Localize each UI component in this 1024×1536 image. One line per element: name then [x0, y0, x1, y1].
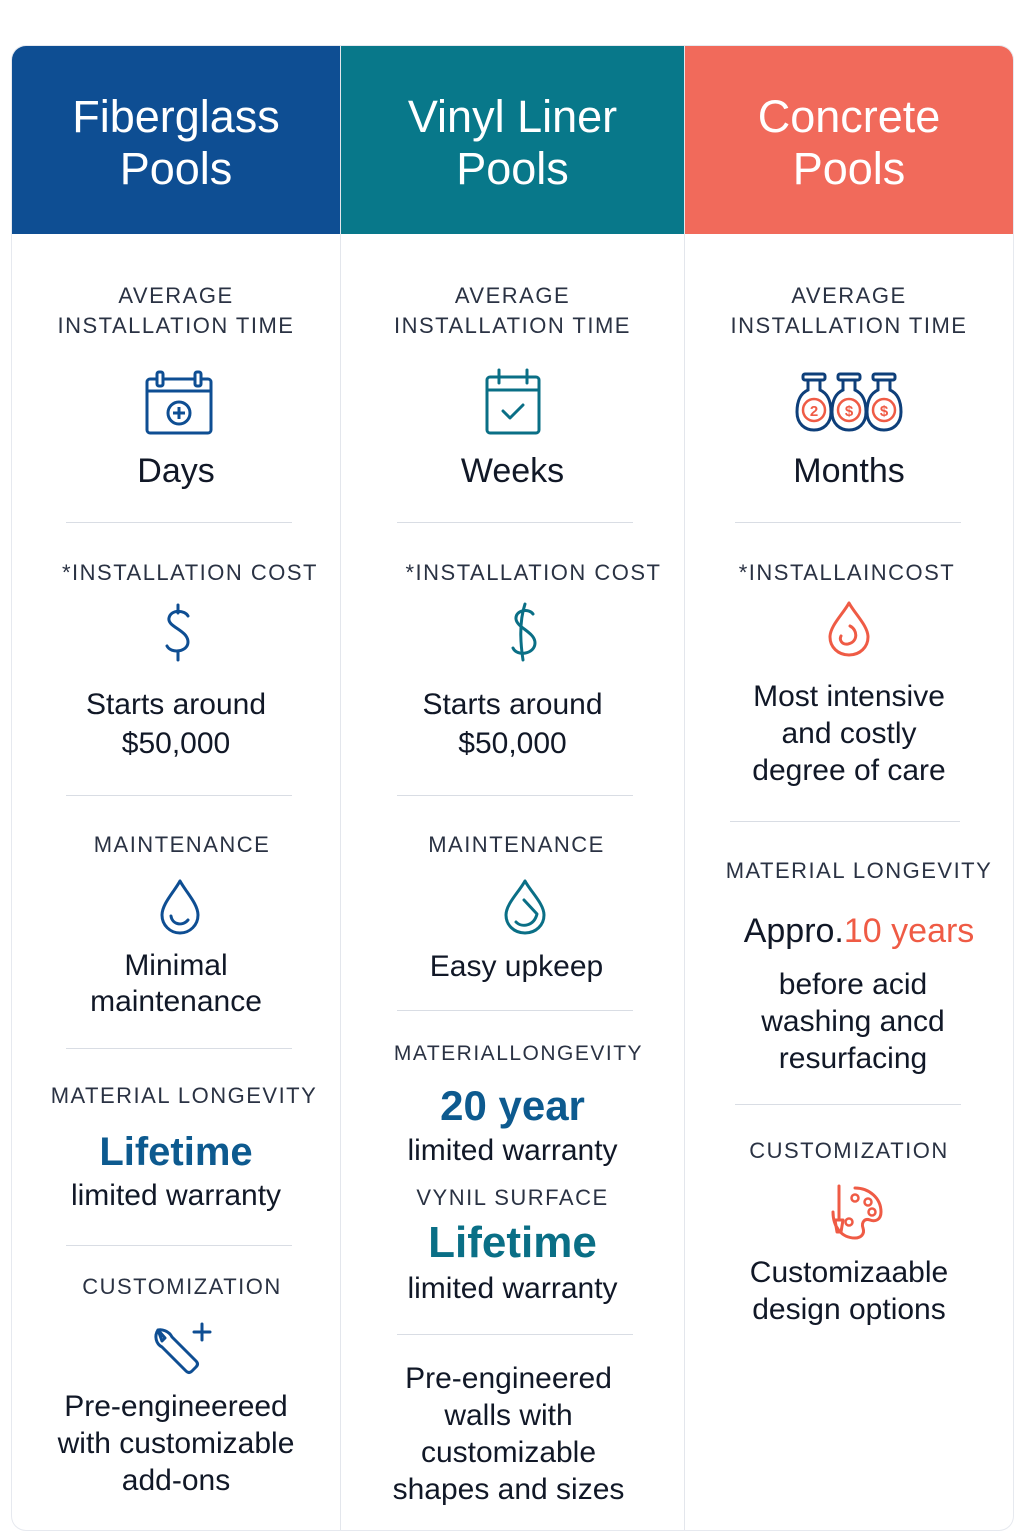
- column-vinyl-liner: Vinyl Liner Pools AVERAGE INSTALLATION T…: [340, 46, 685, 1530]
- customization-value: Pre-engineered walls with customizable s…: [392, 1362, 625, 1506]
- longevity-label: MATERIAL LONGEVITY: [725, 858, 993, 883]
- longevity-headline: Appro.10 years: [695, 912, 1013, 951]
- longevity-label: MATERIAL LONGEVITY: [50, 1083, 318, 1108]
- maintenance-label: MAINTENANCE: [428, 832, 605, 857]
- install-time-value: Days: [137, 452, 215, 490]
- divider: [66, 795, 292, 796]
- longevity-sub: limited warranty: [407, 1134, 618, 1167]
- maintenance-label: MAINTENANCE: [93, 832, 271, 857]
- palette-brush-icon: [825, 1182, 885, 1242]
- divider: [66, 522, 292, 523]
- install-cost-value: Starts around $50,000: [422, 688, 603, 760]
- divider: [397, 522, 633, 523]
- wrench-plus-icon: [150, 1320, 216, 1382]
- divider: [730, 821, 960, 822]
- calendar-plus-icon: [144, 370, 214, 436]
- install-time-value: Weeks: [460, 452, 565, 490]
- longevity-sub: limited warranty: [70, 1179, 282, 1212]
- install-cost-label: *INSTALLAINCOST: [738, 560, 956, 585]
- customization-label: CUSTOMIZATION: [82, 1274, 282, 1299]
- divider: [397, 795, 633, 796]
- divider: [66, 1245, 292, 1246]
- install-time-value: Months: [793, 452, 905, 490]
- maintenance-value: Easy upkeep: [429, 950, 604, 983]
- install-time-label: AVERAGE INSTALLATION TIME: [730, 283, 968, 338]
- water-drop-icon: [158, 878, 202, 936]
- longevity-label: MATERIALLONGEVITY: [393, 1042, 644, 1065]
- water-drop-icon: [502, 878, 548, 936]
- divider: [735, 522, 961, 523]
- divider: [397, 1334, 633, 1335]
- divider: [66, 1048, 292, 1049]
- bag-label: 2: [810, 403, 818, 420]
- column-concrete: Concrete Pools AVERAGE INSTALLATION TIME: [685, 46, 1013, 1530]
- longevity-highlight: Lifetime: [99, 1130, 253, 1174]
- column-fiberglass: Fiberglass Pools AVERAGE INSTALLATION TI…: [12, 46, 340, 1530]
- divider: [735, 1104, 961, 1105]
- divider: [397, 1010, 633, 1011]
- column-header: Fiberglass Pools: [12, 46, 340, 234]
- bag-label: $: [845, 403, 854, 420]
- column-header: Vinyl Liner Pools: [341, 46, 684, 234]
- install-cost-value: Starts around $50,000: [85, 688, 267, 760]
- money-bags-icon: 2 $ $: [795, 370, 905, 434]
- install-time-label: AVERAGE INSTALLATION TIME: [394, 283, 631, 338]
- longevity-prefix: Appro.: [743, 912, 844, 950]
- install-time-label: AVERAGE INSTALLATION TIME: [57, 283, 295, 338]
- water-drop-icon: [826, 600, 872, 658]
- surface-label: VYNIL SURFACE: [416, 1185, 609, 1210]
- customization-label: CUSTOMIZATION: [749, 1138, 949, 1163]
- customization-value: Customizaable design options: [749, 1256, 949, 1326]
- dollar-icon: [161, 602, 195, 664]
- dollar-icon: [507, 602, 541, 664]
- surface-sub: limited warranty: [407, 1272, 618, 1305]
- longevity-sub: before acid washing ancd resurfacing: [761, 968, 945, 1075]
- customization-value: Pre-engineereed with customizable add-on…: [57, 1390, 295, 1497]
- install-cost-value: Most intensive and costly degree of care: [752, 680, 946, 787]
- pool-comparison-card: Fiberglass Pools AVERAGE INSTALLATION TI…: [12, 46, 1013, 1530]
- surface-highlight: Lifetime: [428, 1218, 597, 1267]
- install-cost-label: *INSTALLATION COST: [61, 560, 318, 585]
- longevity-highlight: 20 year: [440, 1082, 585, 1129]
- longevity-highlight: 10 years: [843, 912, 975, 950]
- bag-label: $: [880, 403, 889, 420]
- maintenance-value: Minimal maintenance: [90, 949, 262, 1018]
- calendar-check-icon: [484, 368, 542, 436]
- column-header: Concrete Pools: [685, 46, 1013, 234]
- install-cost-label: *INSTALLATION COST: [405, 560, 662, 585]
